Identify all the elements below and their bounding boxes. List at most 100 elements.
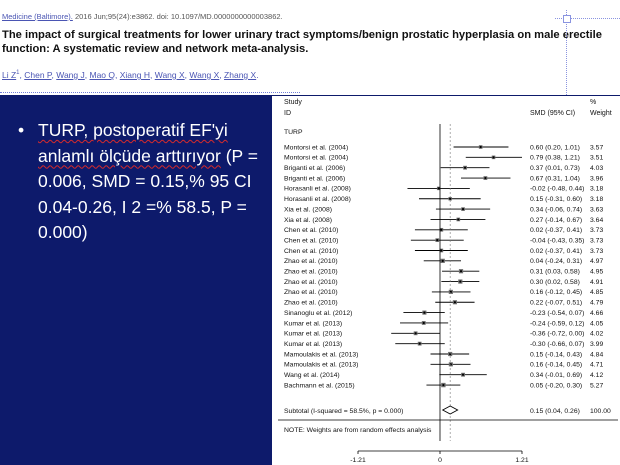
study-point (423, 311, 426, 314)
bullet-stats-text: (P = 0.006, SMD = 0.15,% 95 CI 0.04-0.26… (38, 145, 258, 243)
study-label: Zhao et al. (2010) (284, 258, 338, 265)
study-weight: 3.63 (590, 206, 603, 213)
header-percent: % (590, 99, 596, 106)
study-label: Xia et al. (2008) (284, 217, 332, 224)
decorative-corner-line (566, 10, 567, 95)
study-weight: 4.91 (590, 279, 603, 286)
study-weight: 4.66 (590, 310, 603, 317)
study-ci: 0.16 (-0.14, 0.45) (530, 362, 582, 369)
study-ci: -0.36 (-0.72, 0.00) (530, 331, 584, 338)
study-ci: -0.02 (-0.48, 0.44) (530, 186, 584, 193)
study-ci: 0.22 (-0.07, 0.51) (530, 300, 582, 307)
study-ci: -0.23 (-0.54, 0.07) (530, 310, 584, 317)
study-point (449, 197, 452, 200)
study-weight: 3.57 (590, 144, 603, 151)
study-weight: 3.99 (590, 341, 603, 348)
article-header: Medicine (Baltimore). 2016 Jun;95(24):e3… (0, 0, 620, 95)
study-ci: 0.16 (-0.12, 0.45) (530, 289, 582, 296)
axis-tick-label: -1.21 (350, 457, 366, 464)
study-weight: 4.71 (590, 362, 603, 369)
study-label: Bachmann et al. (2015) (284, 382, 355, 389)
study-point (436, 239, 439, 242)
author-link[interactable]: Wang X (154, 70, 185, 80)
author-link[interactable]: Mao Q (89, 70, 116, 80)
study-ci: -0.30 (-0.66, 0.07) (530, 341, 584, 348)
author-link[interactable]: Li Z (2, 70, 17, 80)
study-weight: 3.18 (590, 196, 603, 203)
study-weight: 3.96 (590, 175, 603, 182)
study-weight: 4.95 (590, 269, 603, 276)
study-label: Briganti et al. (2006) (284, 175, 345, 182)
study-label: Sinanoglu et al. (2012) (284, 310, 352, 317)
author-separator: , (19, 70, 25, 80)
study-weight: 4.05 (590, 320, 603, 327)
study-label: Kumar et al. (2013) (284, 341, 342, 348)
author-link[interactable]: Zhang X (224, 70, 257, 80)
study-label: Mamoulakis et al. (2013) (284, 351, 358, 358)
study-weight: 4.84 (590, 351, 603, 358)
study-ci: -0.24 (-0.59, 0.12) (530, 320, 584, 327)
study-ci: 0.02 (-0.37, 0.41) (530, 248, 582, 255)
study-point (440, 228, 443, 231)
study-ci: 0.37 (0.01, 0.73) (530, 165, 580, 172)
study-label: Briganti et al. (2006) (284, 165, 345, 172)
study-ci: 0.15 (-0.31, 0.60) (530, 196, 582, 203)
study-point (492, 156, 495, 159)
study-ci: 0.31 (0.03, 0.58) (530, 269, 580, 276)
group-label: TURP (284, 129, 303, 136)
study-label: Zhao et al. (2010) (284, 269, 338, 276)
author-separator: , (150, 70, 155, 80)
citation-details: 2016 Jun;95(24):e3862. doi: 10.1097/MD.0… (72, 12, 283, 21)
study-point (441, 259, 444, 262)
study-weight: 3.51 (590, 155, 603, 162)
study-weight: 3.64 (590, 217, 603, 224)
study-point (461, 208, 465, 211)
study-ci: 0.60 (0.20, 1.01) (530, 144, 580, 151)
study-weight: 5.27 (590, 382, 603, 389)
study-ci: 0.79 (0.38, 1.21) (530, 155, 580, 162)
header-id: ID (284, 110, 291, 117)
paper-title: The impact of surgical treatments for lo… (2, 29, 602, 55)
weights-note: NOTE: Weights are from random effects an… (284, 427, 432, 434)
forest-plot-svg: Study ID SMD (95% CI) % Weight TURP Mont… (278, 99, 618, 464)
axis-tick-label: 1.21 (515, 457, 528, 464)
study-point (479, 145, 482, 149)
header-study: Study (284, 99, 302, 106)
study-point (459, 280, 462, 283)
study-label: Zhao et al. (2010) (284, 279, 338, 286)
subtotal-diamond (441, 405, 459, 415)
author-separator: , (51, 70, 57, 80)
study-weight: 4.79 (590, 300, 603, 307)
study-ci: 0.05 (-0.20, 0.30) (530, 382, 582, 389)
author-separator: , (115, 70, 120, 80)
study-label: Montorsi et al. (2004) (284, 144, 348, 151)
study-weight: 3.73 (590, 237, 603, 244)
author-link[interactable]: Xiang H (119, 70, 150, 80)
study-label: Chen et al. (2010) (284, 237, 338, 244)
study-label: Zhao et al. (2010) (284, 289, 338, 296)
study-ci: 0.30 (0.02, 0.58) (530, 279, 580, 286)
study-point (453, 301, 457, 304)
study-label: Wang et al. (2014) (284, 372, 340, 379)
author-link[interactable]: Wang J (56, 70, 85, 80)
study-point (418, 342, 421, 345)
author-end: . (256, 70, 259, 80)
author-link[interactable]: Wang X (189, 70, 220, 80)
study-point (461, 373, 465, 376)
study-label: Mamoulakis et al. (2013) (284, 362, 358, 369)
bullet-underlined-text: TURP, postoperatif EF'yi anlamlı ölçüde … (38, 120, 228, 166)
header-smd: SMD (95% CI) (530, 110, 575, 117)
author-link[interactable]: Chen P (24, 70, 52, 80)
study-weight: 4.03 (590, 165, 603, 172)
decorative-divider (0, 92, 300, 93)
study-label: Xia et al. (2008) (284, 206, 332, 213)
study-weight: 3.18 (590, 186, 603, 193)
author-affiliation: 1 (16, 70, 20, 77)
study-ci: 0.04 (-0.24, 0.31) (530, 258, 582, 265)
study-ci: -0.04 (-0.43, 0.35) (530, 237, 584, 244)
journal-link[interactable]: Medicine (Baltimore). (2, 12, 73, 21)
study-weight: 4.02 (590, 331, 603, 338)
study-point (437, 187, 440, 190)
author-separator: , (184, 70, 190, 80)
study-weight: 4.97 (590, 258, 603, 265)
